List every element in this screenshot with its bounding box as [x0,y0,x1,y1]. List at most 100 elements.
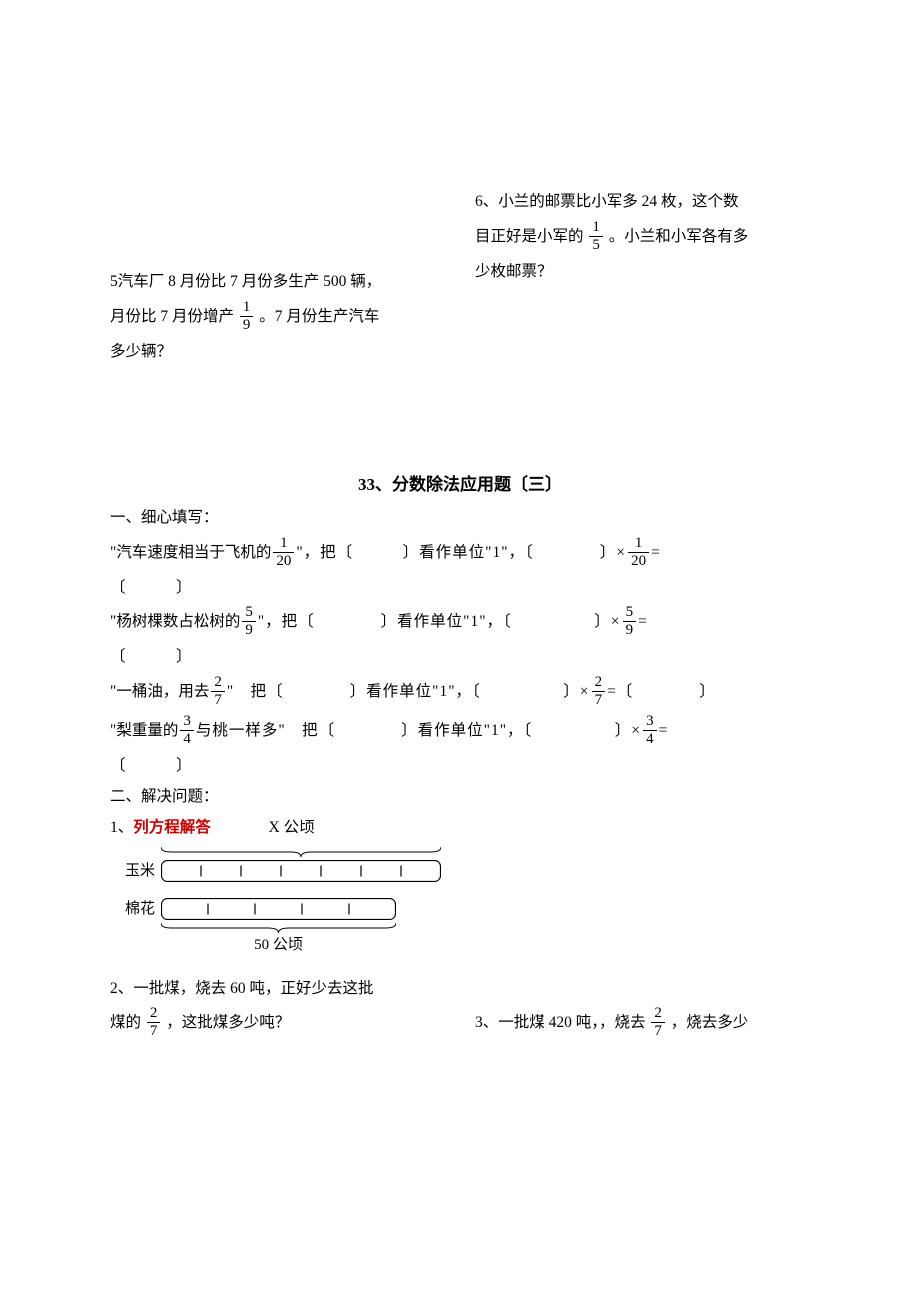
p6-line3: 少枚邮票？ [475,260,810,285]
s2-heading: 二、解决问题： [110,785,810,810]
cotton-bar-row: 棉花 [110,897,445,921]
p6-l2-pre: 目正好是小军的 [475,228,584,245]
p5-l2-pre: 月份比 7 月份增产 [110,308,234,325]
frac-den: 9 [623,622,637,638]
corn-label: 玉米 [110,859,161,883]
bar-diagram: 玉米 棉花 50 公 [110,847,445,957]
section-one: 一、细心填写： "汽车速度相当于飞机的 1 20 "，把〔 〕看作单位"1"，〔… [110,506,810,779]
frac-den: 4 [180,731,194,747]
s1-i4-cont: 〔 〕 [110,754,810,779]
fraction-2-7d: 2 7 [651,1006,665,1039]
s2-left: 1、列方程解答 X 公顷 玉米 [110,816,445,1047]
corn-bar-row: 玉米 [110,859,445,883]
s1-i2-pre: "杨树棵数占松树的 [110,610,240,635]
frac-num: 1 [628,536,649,553]
s1-i2-end: = [638,610,647,635]
fraction-5-9b: 5 9 [623,605,637,638]
frac-num: 1 [589,220,603,237]
s2-q1-line: 1、列方程解答 X 公顷 [110,816,445,841]
cotton-bar [161,898,396,920]
frac-den: 20 [273,553,294,569]
title-sep: 、 [375,475,392,494]
s1-i3-end: =〔 〕 [607,680,716,705]
s1-i1-end: = [651,541,660,566]
fraction-1-20b: 1 20 [628,536,649,569]
q2-l2-pre: 煤的 [110,1014,141,1031]
spacer [110,371,810,441]
frac-den: 9 [240,317,254,333]
fraction-2-7: 2 7 [211,675,225,708]
frac-num: 2 [592,675,606,692]
fraction-3-4b: 3 4 [643,714,657,747]
p5-l3: 多少辆？ [110,343,172,360]
p6-line2: 目正好是小军的 1 5 。小兰和小军各有多 [475,221,810,254]
fraction-3-4: 3 4 [180,714,194,747]
s1-i4-end: = [659,719,668,744]
bottom-label: 50 公顷 [161,933,396,957]
frac-den: 7 [592,692,606,708]
section-title: 33、分数除法应用题〔三〕 [110,471,810,498]
frac-den: 7 [651,1023,665,1039]
p5-l1-text: 5汽车厂 8 月份比 7 月份多生产 500 辆， [110,273,381,290]
frac-num: 3 [643,714,657,731]
p6-l1: 6、小兰的邮票比小军多 24 枚，这个数 [475,193,739,210]
p5-line3: 多少辆？ [110,340,445,365]
frac-den: 9 [242,622,256,638]
q2-l2-post: ，这批煤多少吨？ [166,1014,290,1031]
fraction-2-7b: 2 7 [592,675,606,708]
q3-pre: 3、一批煤 420 吨，，烧去 [475,1014,646,1031]
q3-post: ，烧去多少 [671,1014,749,1031]
fraction-5-9: 5 9 [242,605,256,638]
corn-bar [161,860,441,882]
p6-l3: 少枚邮票？ [475,263,553,280]
frac-num: 1 [273,536,294,553]
fraction-1-9: 1 9 [240,300,254,333]
fraction-1-20: 1 20 [273,536,294,569]
p5-line1: 5汽车厂 8 月份比 7 月份多生产 500 辆， [110,270,445,295]
p6-l2-post: 。小兰和小军各有多 [609,228,749,245]
s1-item-1: "汽车速度相当于飞机的 1 20 "，把〔 〕看作单位"1"，〔 〕× 1 20… [110,537,810,570]
title-number: 33 [358,475,375,494]
cotton-label: 棉花 [110,897,161,921]
frac-den: 7 [147,1023,161,1039]
frac-den: 4 [643,731,657,747]
s1-i4-pre: "梨重量的 [110,719,178,744]
frac-den: 20 [628,553,649,569]
s1-item-3: "一桶油，用去 2 7 " 把〔 〕看作单位"1"，〔 〕× 2 7 =〔 〕 [110,676,810,709]
fraction-1-5: 1 5 [589,220,603,253]
s2-two-col: 1、列方程解答 X 公顷 玉米 [110,816,810,1047]
s1-item-4: "梨重量的 3 4 与桃一样多" 把〔 〕看作单位"1"，〔 〕× 3 4 = [110,715,810,748]
s1-i2-cont: 〔 〕 [110,645,810,670]
p5-line2: 月份比 7 月份增产 1 9 。7 月份生产汽车 [110,301,445,334]
s1-i3-pre: "一桶油，用去 [110,680,209,705]
problem-5: 5汽车厂 8 月份比 7 月份多生产 500 辆， 月份比 7 月份增产 1 9… [110,270,445,371]
q3-line: 3、一批煤 420 吨，，烧去 2 7 ，烧去多少 [475,1007,810,1040]
q1-emph: 列方程解答 [133,819,211,836]
p5-l2-post: 。7 月份生产汽车 [259,308,379,325]
brace-up-icon [161,923,396,933]
section-two: 二、解决问题： 1、列方程解答 X 公顷 [110,785,810,1046]
title-text: 分数除法应用题〔三〕 [392,475,562,494]
page-root: 5汽车厂 8 月份比 7 月份多生产 500 辆， 月份比 7 月份增产 1 9… [0,0,920,1300]
q1-xlabel-inline: X 公顷 [269,819,315,836]
frac-num: 1 [240,300,254,317]
top-problems: 5汽车厂 8 月份比 7 月份多生产 500 辆， 月份比 7 月份增产 1 9… [110,190,810,371]
q2-l1: 2、一批煤，烧去 60 吨，正好少去这批 [110,977,445,1002]
s1-i2-mid: "，把〔 〕看作单位"1"，〔 〕× [258,610,621,635]
frac-num: 2 [651,1006,665,1023]
s2-right: 3、一批煤 420 吨，，烧去 2 7 ，烧去多少 [475,816,810,1047]
frac-den: 5 [589,237,603,253]
s1-i1-pre: "汽车速度相当于飞机的 [110,541,271,566]
q1-prefix: 1、 [110,819,133,836]
frac-num: 2 [147,1006,161,1023]
s1-heading: 一、细心填写： [110,506,810,531]
problem-6: 6、小兰的邮票比小军多 24 枚，这个数 目正好是小军的 1 5 。小兰和小军各… [475,190,810,371]
s1-item-2: "杨树棵数占松树的 5 9 "，把〔 〕看作单位"1"，〔 〕× 5 9 = [110,606,810,639]
q2-l2: 煤的 2 7 ，这批煤多少吨？ [110,1007,445,1040]
fraction-2-7c: 2 7 [147,1006,161,1039]
s1-i3-mid: " 把〔 〕看作单位"1"，〔 〕× [227,680,590,705]
p6-line1: 6、小兰的邮票比小军多 24 枚，这个数 [475,190,810,215]
frac-num: 2 [211,675,225,692]
s1-i1-mid: "，把〔 〕看作单位"1"，〔 〕× [296,541,626,566]
frac-num: 5 [242,605,256,622]
